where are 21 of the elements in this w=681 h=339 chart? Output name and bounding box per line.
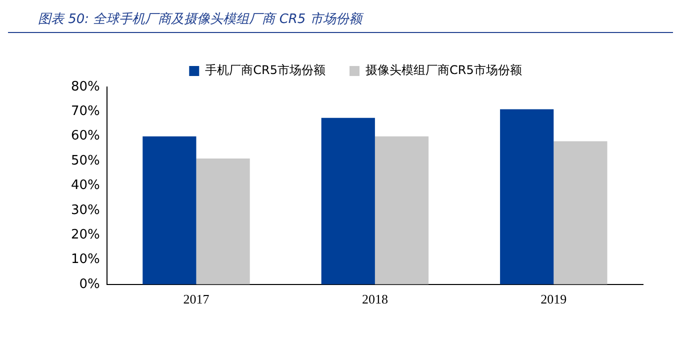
x-tick-label: 2017 — [183, 292, 210, 307]
legend-label: 摄像头模组厂商CR5市场份额 — [366, 63, 522, 78]
y-tick-label: 60% — [70, 128, 100, 144]
legend-label: 手机厂商CR5市场份额 — [205, 63, 326, 78]
y-tick-label: 50% — [70, 153, 100, 168]
y-tick-label: 40% — [70, 178, 100, 194]
y-tick-label: 10% — [70, 252, 100, 268]
y-tick-label: 20% — [70, 227, 100, 242]
chart-title: 图表 50: 全球手机厂商及摄像头模组厂商 CR5 市场份额 — [8, 8, 673, 33]
y-tick-label: 70% — [70, 104, 100, 120]
bar — [500, 109, 554, 284]
bar — [554, 141, 608, 284]
y-tick-label: 80% — [70, 79, 100, 94]
bar — [142, 136, 196, 284]
x-tick-label: 2018 — [362, 292, 388, 307]
bar — [196, 158, 250, 284]
bar — [321, 118, 375, 284]
y-tick-label: 30% — [70, 202, 100, 218]
bar — [374, 136, 429, 284]
x-tick-label: 2019 — [540, 292, 567, 307]
y-tick-label: 0% — [79, 276, 100, 292]
